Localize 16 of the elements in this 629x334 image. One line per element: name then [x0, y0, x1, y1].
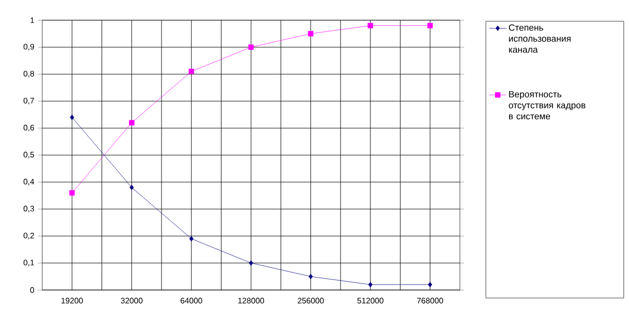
point: [308, 274, 313, 280]
point: [69, 190, 75, 196]
point: [308, 30, 314, 36]
point: [128, 120, 134, 126]
point: [427, 22, 433, 28]
point: [248, 260, 254, 266]
legend-label: Вероятность отсутствия кадров в системе: [508, 91, 586, 120]
legend-label: Степень использования канала: [508, 24, 571, 53]
point: [248, 44, 254, 50]
point: [70, 114, 74, 120]
point: [189, 236, 194, 242]
point: [188, 68, 194, 74]
point: [130, 184, 134, 190]
point: [428, 282, 432, 288]
point: [368, 22, 374, 28]
point: [368, 282, 372, 288]
